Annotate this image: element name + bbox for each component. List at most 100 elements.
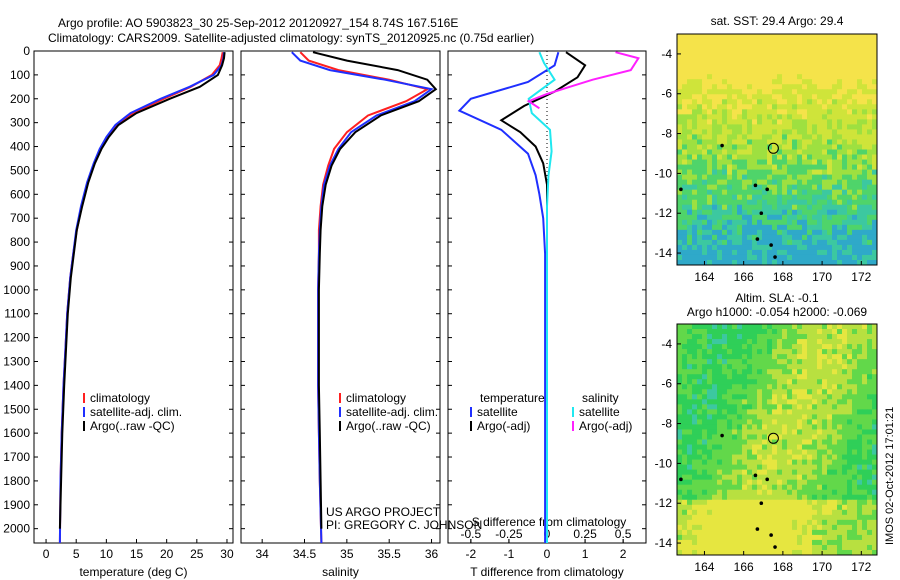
map-cell xyxy=(702,444,708,450)
map-cell xyxy=(717,209,723,216)
map-cell xyxy=(827,404,833,410)
map-cell xyxy=(837,324,843,330)
map-cell xyxy=(682,154,688,160)
map-cell xyxy=(732,244,738,251)
map-cell xyxy=(852,479,858,486)
map-cell xyxy=(677,524,683,531)
map-cell xyxy=(832,384,838,390)
map-cell xyxy=(837,189,843,196)
map-cell xyxy=(777,399,783,405)
map-cell xyxy=(697,544,703,551)
map-cell xyxy=(772,539,778,546)
map-cell xyxy=(842,419,848,425)
map-cell xyxy=(762,539,768,546)
map-cell xyxy=(797,209,803,216)
map-cell xyxy=(702,104,708,110)
x-tick-label: 1 xyxy=(582,547,589,561)
map-cell xyxy=(842,114,848,120)
map-cell xyxy=(702,94,708,100)
map-cell xyxy=(692,144,698,150)
map-cell xyxy=(687,439,693,445)
map-cell xyxy=(677,129,683,135)
map-cell xyxy=(762,259,768,266)
map-cell xyxy=(867,479,873,486)
y-tick-label: 2000 xyxy=(3,522,30,536)
map-cell xyxy=(837,504,843,511)
map-cell xyxy=(832,449,838,455)
map-cell xyxy=(837,474,843,481)
map-cell xyxy=(747,154,753,160)
map-cell xyxy=(757,94,763,100)
map-cell xyxy=(797,94,803,100)
map-cell xyxy=(767,499,773,506)
map-cell xyxy=(872,349,878,355)
map-cell xyxy=(817,49,823,55)
map-cell xyxy=(697,374,703,380)
map-cell xyxy=(727,259,733,266)
map-cell xyxy=(732,479,738,486)
map-cell xyxy=(737,234,743,241)
map-cell xyxy=(857,499,863,506)
map-cell xyxy=(817,59,823,65)
map-cell xyxy=(782,414,788,420)
map-cell xyxy=(792,194,798,201)
map-cell xyxy=(832,459,838,466)
map-cell xyxy=(707,114,713,120)
map-cell xyxy=(872,99,878,105)
map-cell xyxy=(862,369,868,375)
map-cell xyxy=(857,224,863,231)
map-cell xyxy=(752,169,758,176)
map-cell xyxy=(832,259,838,266)
map-cell xyxy=(837,224,843,231)
y-tick-label: 1200 xyxy=(3,331,30,345)
map-cell xyxy=(682,389,688,395)
map-cell xyxy=(677,484,683,491)
map-cell xyxy=(732,399,738,405)
map-cell xyxy=(872,54,878,60)
map-cell xyxy=(687,519,693,526)
map-cell xyxy=(792,234,798,241)
map-cell xyxy=(792,339,798,345)
map-cell xyxy=(817,439,823,445)
map-cell xyxy=(747,69,753,75)
map-cell xyxy=(707,339,713,345)
map-cell xyxy=(862,489,868,496)
map-cell xyxy=(792,479,798,486)
map-cell xyxy=(832,339,838,345)
map-cell xyxy=(727,539,733,546)
map-cell xyxy=(797,84,803,90)
map-cell xyxy=(757,59,763,65)
map-cell xyxy=(707,139,713,145)
map-cell xyxy=(812,179,818,186)
map-cell xyxy=(717,489,723,496)
map-cell xyxy=(772,409,778,415)
map-cell xyxy=(722,394,728,400)
map-cell xyxy=(712,109,718,115)
map-cell xyxy=(807,509,813,516)
map-cell xyxy=(702,344,708,350)
map-cell xyxy=(682,39,688,45)
map-cell xyxy=(827,424,833,430)
map-cell xyxy=(767,109,773,115)
map-cell xyxy=(792,94,798,100)
map-cell xyxy=(857,414,863,420)
map-cell xyxy=(727,104,733,110)
map-cell xyxy=(752,54,758,60)
map-cell xyxy=(757,389,763,395)
map-cell xyxy=(762,429,768,435)
map-cell xyxy=(772,219,778,226)
map-cell xyxy=(767,239,773,246)
map-cell xyxy=(707,109,713,115)
map-cell xyxy=(852,174,858,181)
map-cell xyxy=(737,244,743,251)
map-cell xyxy=(802,64,808,70)
map-cell xyxy=(677,504,683,511)
map-cell xyxy=(832,419,838,425)
map-cell xyxy=(707,529,713,536)
map-cell xyxy=(757,244,763,251)
map-cell xyxy=(832,54,838,60)
map-cell xyxy=(847,234,853,241)
map-cell xyxy=(852,499,858,506)
map-cell xyxy=(727,39,733,45)
map-cell xyxy=(777,449,783,455)
